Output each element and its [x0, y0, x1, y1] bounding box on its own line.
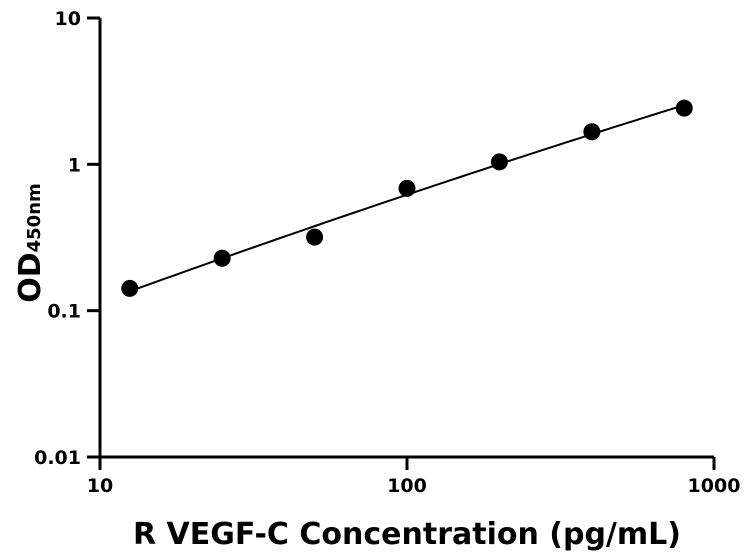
data-point: [675, 99, 693, 117]
data-point: [213, 249, 231, 267]
fit-curve: [129, 104, 685, 293]
y-tick-label: 0.1: [47, 301, 81, 323]
data-point: [583, 123, 601, 141]
y-axis-title-main: OD: [13, 252, 48, 302]
x-ticks: 10 100 1000: [87, 457, 741, 497]
y-axis-title-sub: 450nm: [24, 183, 45, 252]
axes: [98, 18, 714, 459]
y-axis-title: OD450nm: [13, 183, 48, 303]
y-tick-label: 1: [68, 154, 81, 176]
y-ticks: 0.01 0.1 1 10: [34, 8, 100, 469]
data-points: [121, 99, 693, 297]
x-axis-title: R VEGF-C Concentration (pg/mL): [133, 517, 681, 552]
y-tick-label: 0.01: [34, 447, 81, 469]
data-point: [490, 153, 508, 171]
y-tick-label: 10: [55, 8, 81, 30]
data-point: [398, 179, 416, 197]
x-tick-label: 1000: [688, 475, 741, 497]
x-tick-label: 100: [387, 475, 427, 497]
data-point: [306, 228, 324, 246]
data-point: [121, 279, 139, 297]
x-tick-label: 10: [87, 475, 113, 497]
